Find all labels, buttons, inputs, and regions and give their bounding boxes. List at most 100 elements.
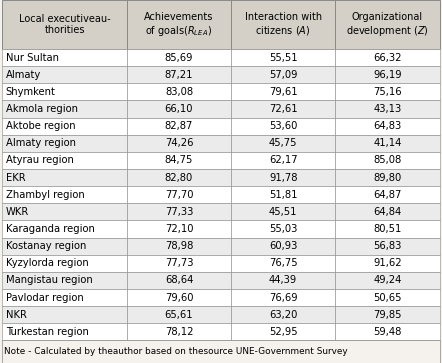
Bar [231, 49, 335, 66]
Text: 77,73: 77,73 [165, 258, 193, 268]
Text: Organizational
development ($Z$): Organizational development ($Z$) [346, 12, 429, 37]
Bar [2, 238, 127, 255]
Text: 41,14: 41,14 [373, 138, 402, 148]
Bar [335, 203, 440, 220]
Bar [335, 238, 440, 255]
Bar [2, 135, 127, 152]
Bar [127, 255, 231, 272]
Text: 43,13: 43,13 [373, 104, 402, 114]
Bar [2, 186, 127, 203]
Text: 52,95: 52,95 [269, 327, 297, 337]
Text: Atyrau region: Atyrau region [6, 155, 74, 166]
Text: 79,61: 79,61 [269, 87, 297, 97]
Bar [127, 66, 231, 83]
Bar [335, 289, 440, 306]
Bar [2, 323, 127, 340]
Bar [231, 323, 335, 340]
Text: Nur Sultan: Nur Sultan [6, 53, 59, 62]
Text: Mangistau region: Mangistau region [6, 276, 92, 285]
Text: 76,75: 76,75 [269, 258, 297, 268]
Bar [231, 289, 335, 306]
Text: 66,10: 66,10 [165, 104, 193, 114]
Bar [2, 220, 127, 238]
Text: Note - Calculated by theauthor based on thesource UNE-Government Survey: Note - Calculated by theauthor based on … [4, 347, 348, 356]
Bar [231, 152, 335, 169]
Text: Almaty: Almaty [6, 70, 41, 80]
Text: 57,09: 57,09 [269, 70, 297, 80]
Text: 64,84: 64,84 [373, 207, 402, 217]
Text: 74,26: 74,26 [165, 138, 193, 148]
Text: 45,75: 45,75 [269, 138, 297, 148]
Bar [335, 169, 440, 186]
Text: 72,61: 72,61 [269, 104, 297, 114]
Bar [231, 101, 335, 118]
Text: Aktobe region: Aktobe region [6, 121, 76, 131]
Text: 65,61: 65,61 [165, 310, 193, 320]
Bar [231, 135, 335, 152]
Bar [127, 49, 231, 66]
Bar [2, 289, 127, 306]
Bar [335, 0, 440, 49]
Bar [127, 289, 231, 306]
Bar [2, 101, 127, 118]
Bar [127, 135, 231, 152]
Text: Almaty region: Almaty region [6, 138, 76, 148]
Bar [231, 186, 335, 203]
Text: 49,24: 49,24 [373, 276, 402, 285]
Text: 89,80: 89,80 [373, 172, 402, 183]
Text: 77,70: 77,70 [165, 190, 193, 200]
Bar [335, 323, 440, 340]
Text: 79,85: 79,85 [373, 310, 402, 320]
Text: 75,16: 75,16 [373, 87, 402, 97]
Text: 59,48: 59,48 [373, 327, 402, 337]
Bar [335, 152, 440, 169]
Bar [127, 272, 231, 289]
Text: 66,32: 66,32 [373, 53, 402, 62]
Text: 82,80: 82,80 [165, 172, 193, 183]
Bar [335, 135, 440, 152]
Text: Zhambyl region: Zhambyl region [6, 190, 84, 200]
Text: Kyzylorda region: Kyzylorda region [6, 258, 88, 268]
Text: 55,51: 55,51 [269, 53, 297, 62]
Bar [335, 272, 440, 289]
Text: 76,69: 76,69 [269, 293, 297, 303]
Bar [335, 220, 440, 238]
Bar [127, 118, 231, 135]
Bar [2, 152, 127, 169]
Text: 78,98: 78,98 [165, 241, 193, 251]
Bar [335, 186, 440, 203]
Bar [127, 0, 231, 49]
Bar [231, 255, 335, 272]
Text: Akmola region: Akmola region [6, 104, 78, 114]
Text: 56,83: 56,83 [373, 241, 402, 251]
Bar [2, 169, 127, 186]
Bar [231, 0, 335, 49]
Text: 45,51: 45,51 [269, 207, 297, 217]
Bar [231, 169, 335, 186]
Bar [127, 238, 231, 255]
Bar [2, 306, 127, 323]
Text: 87,21: 87,21 [165, 70, 193, 80]
Text: 91,62: 91,62 [373, 258, 402, 268]
Text: EKR: EKR [6, 172, 25, 183]
Text: Karaganda region: Karaganda region [6, 224, 95, 234]
Bar [2, 0, 127, 49]
Bar [231, 238, 335, 255]
Text: 79,60: 79,60 [165, 293, 193, 303]
Bar [231, 272, 335, 289]
Text: 85,08: 85,08 [373, 155, 402, 166]
Text: Kostanay region: Kostanay region [6, 241, 86, 251]
Text: 78,12: 78,12 [165, 327, 193, 337]
Text: 63,20: 63,20 [269, 310, 297, 320]
Bar [335, 255, 440, 272]
Text: Shymkent: Shymkent [6, 87, 56, 97]
Text: 80,51: 80,51 [373, 224, 402, 234]
Bar [127, 323, 231, 340]
Text: 64,87: 64,87 [373, 190, 402, 200]
Bar [335, 118, 440, 135]
Text: Local executiveau-
thorities: Local executiveau- thorities [19, 14, 110, 35]
Text: 55,03: 55,03 [269, 224, 297, 234]
Bar [127, 152, 231, 169]
Bar [127, 186, 231, 203]
Bar [2, 272, 127, 289]
